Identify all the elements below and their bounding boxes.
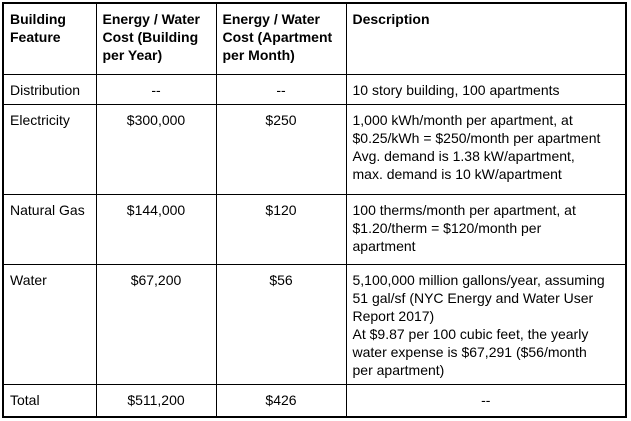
apartment-cost-cell: $120 — [215, 193, 347, 265]
table-row: Water $67,200 $56 5,100,000 million gallons… — [2, 263, 627, 385]
feature-cell: Total — [2, 383, 97, 418]
apartment-cost-cell: $250 — [215, 103, 347, 195]
apartment-cost-cell: $426 — [215, 383, 347, 418]
table-header: Building Feature Energy / Water Cost (Bu… — [2, 2, 627, 75]
feature-cell: Electricity — [2, 103, 97, 195]
table-row: Natural Gas $144,000 $120 100 therms/month … — [2, 193, 627, 265]
building-cost-cell: $144,000 — [95, 193, 217, 265]
header-building-feature: Building Feature — [2, 2, 97, 75]
description-cell: 100 therms/month per apartment, at $1.20… — [345, 193, 627, 265]
description-cell: 1,000 kWh/month per apartment, at $0.25/… — [345, 103, 627, 195]
description-cell: 10 story building, 100 apartments — [345, 73, 627, 105]
header-cost-building-per-year: Energy / Water Cost (Building per Year) — [95, 2, 217, 75]
apartment-cost-cell: -- — [215, 73, 347, 105]
table-row: Distribution -- -- 10 story building, 100 a… — [2, 73, 627, 105]
building-cost-table: Building Feature Energy / Water Cost (Bu… — [2, 2, 627, 418]
feature-cell: Water — [2, 263, 97, 385]
building-cost-cell: $67,200 — [95, 263, 217, 385]
table-row: Electricity $300,000 $250 1,000 kWh/month p… — [2, 103, 627, 195]
description-cell: -- — [345, 383, 627, 418]
feature-cell: Distribution — [2, 73, 97, 105]
building-cost-cell: $300,000 — [95, 103, 217, 195]
apartment-cost-cell: $56 — [215, 263, 347, 385]
header-cost-apartment-per-month: Energy / Water Cost (Apartment per Month… — [215, 2, 347, 75]
feature-cell: Natural Gas — [2, 193, 97, 265]
table-body: Distribution -- -- 10 story building, 100 a… — [2, 73, 627, 418]
table-row: Total $511,200 $426 -- — [2, 383, 627, 418]
building-cost-cell: -- — [95, 73, 217, 105]
header-row: Building Feature Energy / Water Cost (Bu… — [2, 2, 627, 75]
header-description: Description — [345, 2, 627, 75]
description-cell: 5,100,000 million gallons/year, assuming… — [345, 263, 627, 385]
building-cost-cell: $511,200 — [95, 383, 217, 418]
